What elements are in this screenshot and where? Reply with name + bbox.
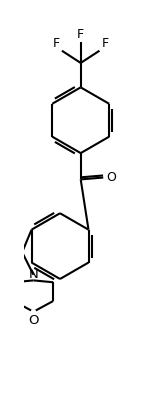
- Text: N: N: [29, 268, 38, 281]
- Text: F: F: [77, 28, 84, 41]
- Text: F: F: [53, 37, 60, 50]
- Text: F: F: [101, 37, 109, 50]
- Text: O: O: [28, 314, 39, 327]
- Text: O: O: [107, 171, 116, 184]
